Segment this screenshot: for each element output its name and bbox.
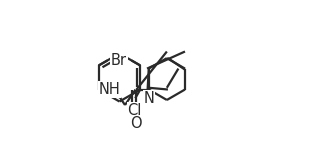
Text: NH: NH — [99, 82, 121, 97]
Text: Cl: Cl — [127, 103, 142, 118]
Text: N: N — [143, 91, 154, 106]
Text: O: O — [130, 116, 142, 131]
Text: Br: Br — [111, 53, 127, 68]
Text: Cl: Cl — [112, 52, 126, 67]
